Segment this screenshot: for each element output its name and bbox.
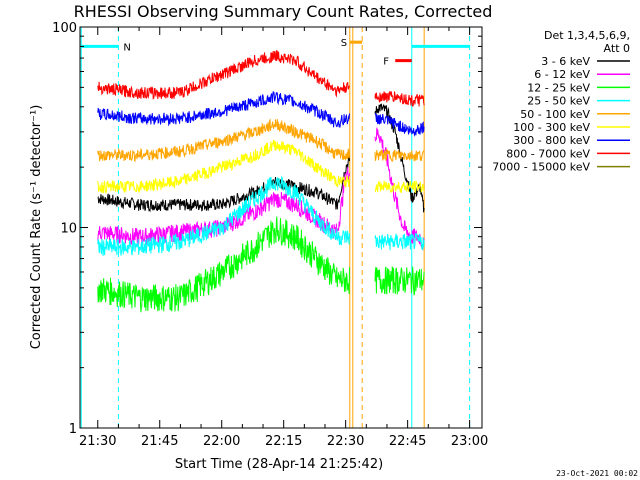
legend-entry-label: 300 - 800 keV [513,134,590,147]
y-tick-label: 1 [69,422,77,437]
legend-entry-label: 3 - 6 keV [541,55,590,68]
x-tick-label: 22:30 [327,434,364,449]
series-line-6 [97,91,425,137]
x-tick-label: 22:45 [389,434,426,449]
y-tick-label: 10 [60,222,77,237]
x-tick-label: 22:15 [265,434,302,449]
legend-entry-label: 6 - 12 keV [534,68,590,81]
legend-entry-label: 12 - 25 keV [527,81,590,94]
y-tick-label: 100 [52,21,77,36]
series-line-5 [97,139,425,194]
chart-title: RHESSI Observing Summary Count Rates, Co… [74,2,493,21]
legend-header-line-2: Att 0 [604,42,630,55]
legend-entry-label: 25 - 50 keV [527,95,590,108]
series-line-4 [97,118,425,163]
x-tick-label: 22:00 [203,434,240,449]
x-axis-label: Start Time (28-Apr-14 21:25:42) [175,457,383,472]
legend-entry-label: 50 - 100 keV [520,108,590,121]
flag-label-F: F [383,57,389,68]
legend-entry-label: 100 - 300 keV [513,121,590,134]
x-tick-label: 21:30 [79,434,116,449]
y-axis-label: Corrected Count Rate (s⁻¹ detector⁻¹) [29,105,44,350]
legend-entry-label: 800 - 7000 keV [506,147,590,160]
series-line-2 [97,216,425,313]
flag-label-N: N [123,42,130,53]
legend-entry-label: 7000 - 15000 keV [492,161,590,174]
x-tick-label: 21:45 [141,434,178,449]
timestamp: 23-Oct-2021 00:02 [556,469,638,478]
legend-header-line-1: Det 1,3,4,5,6,9, [544,29,630,42]
flag-label-S: S [341,38,347,49]
series-line-3 [97,175,425,256]
x-tick-label: 23:00 [451,434,488,449]
series-line-7 [97,50,425,108]
